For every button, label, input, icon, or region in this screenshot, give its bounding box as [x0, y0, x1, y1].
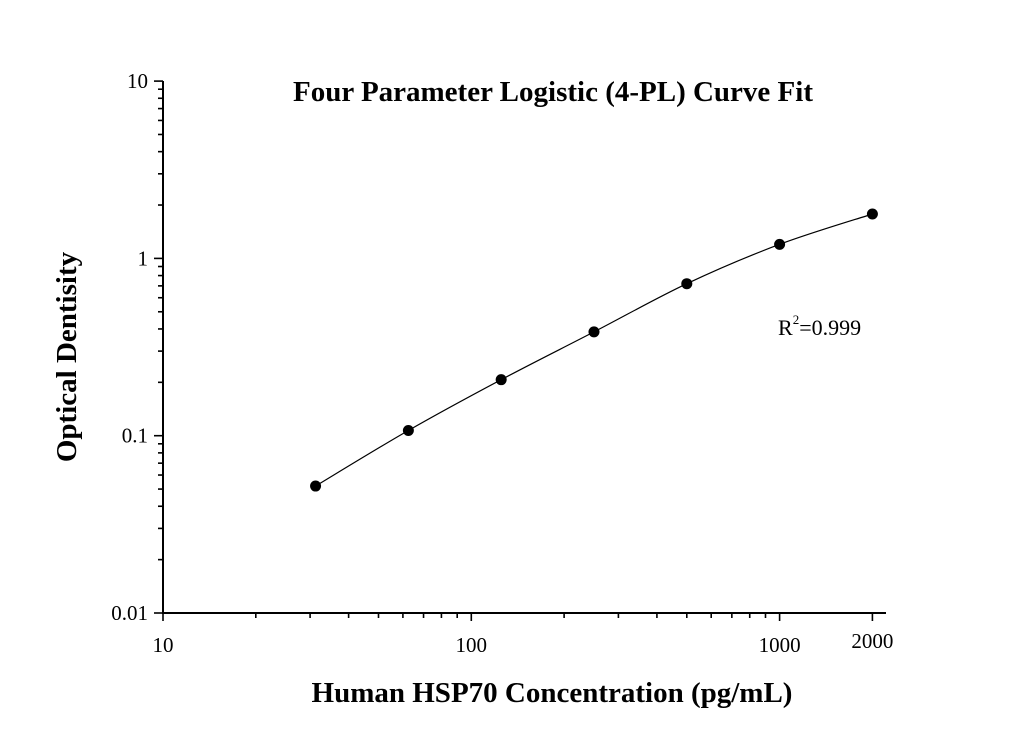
- data-point: [495, 374, 507, 386]
- data-point: [681, 278, 693, 290]
- x-tick-label: 2000: [851, 629, 893, 653]
- data-point: [866, 208, 878, 220]
- x-tick-label: 100: [456, 633, 488, 657]
- axes: [162, 81, 886, 614]
- y-tick-label: 1: [138, 246, 149, 270]
- chart-title: Four Parameter Logistic (4-PL) Curve Fit: [293, 76, 813, 108]
- data-points: [310, 208, 878, 492]
- axis-ticks: [154, 80, 874, 621]
- data-point: [774, 238, 786, 250]
- r-superscript: 2: [793, 312, 800, 327]
- r-symbol: R: [778, 315, 793, 340]
- tick-labels: 0.01 0.1 1 10 10 100 1000 2000: [111, 69, 893, 657]
- x-tick-label: 10: [153, 633, 174, 657]
- fit-curve: [315, 213, 873, 487]
- r-squared-annotation: R2=0.999: [778, 312, 861, 340]
- x-tick-label: 1000: [759, 633, 801, 657]
- y-axis-title: Optical Dentisity: [51, 251, 83, 462]
- y-tick-label: 0.01: [111, 601, 148, 625]
- r-value: =0.999: [799, 315, 861, 340]
- data-point: [310, 480, 322, 492]
- data-point: [402, 424, 414, 436]
- x-axis-title: Human HSP70 Concentration (pg/mL): [312, 677, 793, 709]
- y-tick-label: 10: [127, 69, 148, 93]
- data-point: [588, 326, 600, 338]
- y-tick-label: 0.1: [122, 424, 148, 448]
